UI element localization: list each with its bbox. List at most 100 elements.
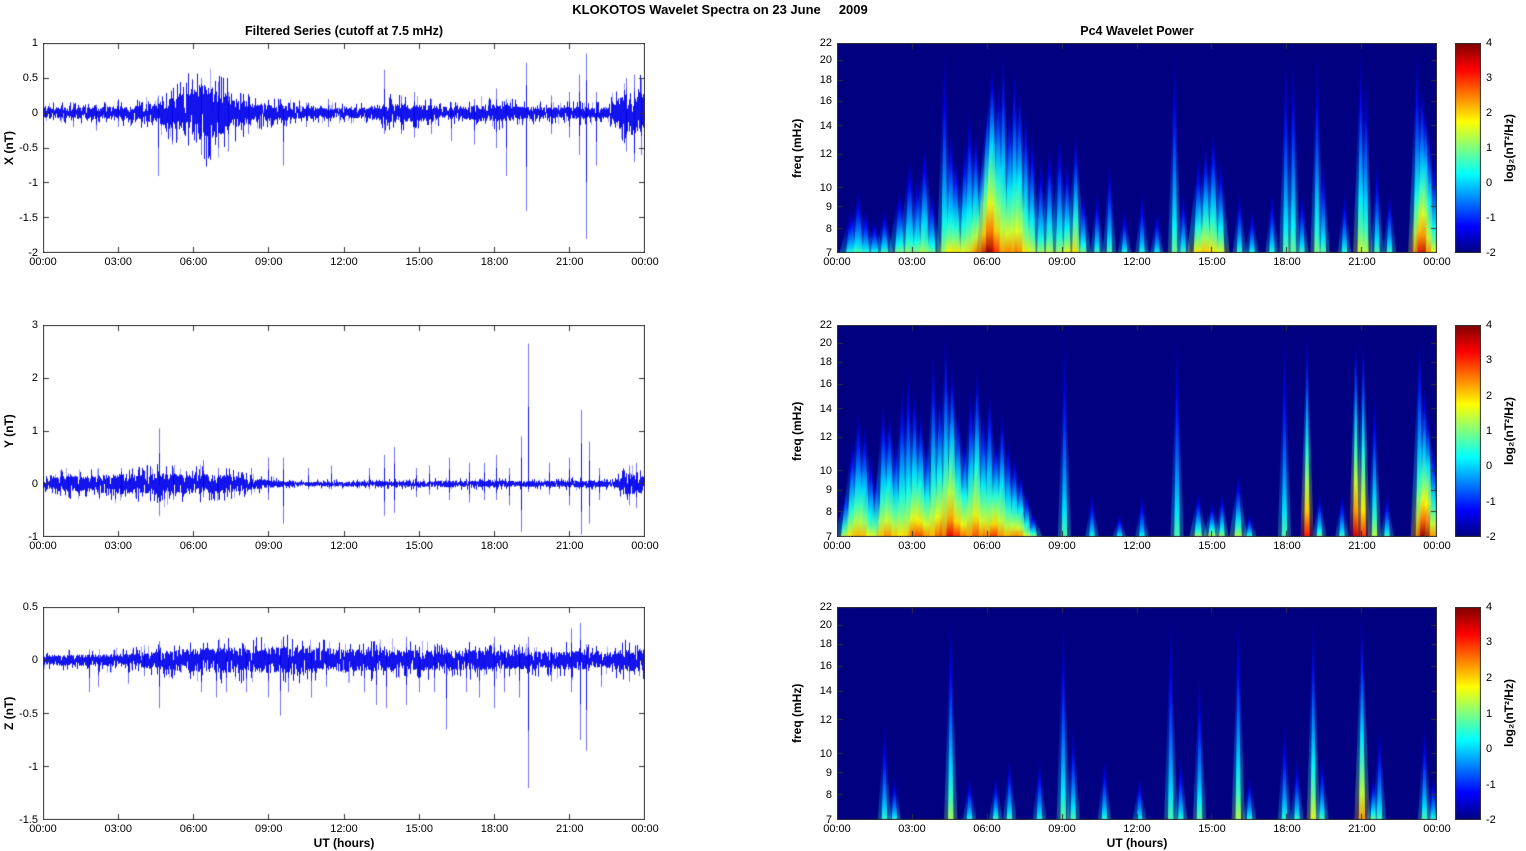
tick-label: -2 <box>1486 247 1496 259</box>
panel-z-wavelet-power: freq (mHz) UT (hours) 00:00 03:00 06:00 09:… <box>790 601 1451 850</box>
tick-label: 09:00 <box>254 540 283 552</box>
tick-label: -1 <box>28 531 38 543</box>
z-timeseries-canvas <box>43 607 645 820</box>
x-spectrogram-canvas <box>837 43 1437 253</box>
tick-label: 21:00 <box>555 540 584 552</box>
tick-label: 06:00 <box>973 540 1001 552</box>
tick-label: 7 <box>825 531 832 543</box>
tick-label: 14 <box>819 119 832 132</box>
tick-label: 20 <box>819 618 832 631</box>
tick-label: 10 <box>819 464 832 477</box>
tick-label: 00:00 <box>1423 823 1451 835</box>
tick-label: 10 <box>819 181 832 194</box>
tick-label: 21:00 <box>1348 823 1376 835</box>
tick-label: 21:00 <box>1348 540 1376 552</box>
tick-label: -1 <box>1486 495 1496 508</box>
tick-label: 15:00 <box>1198 823 1226 835</box>
tick-label: 1 <box>1486 707 1493 720</box>
tick-label: 0.5 <box>22 601 38 613</box>
tick-label: -1.5 <box>19 814 38 826</box>
tick-label: 12:00 <box>1123 540 1151 552</box>
tick-label: 00:00 <box>1423 256 1451 268</box>
tick-label: -1 <box>1486 778 1496 791</box>
tick-label: 22 <box>819 601 832 613</box>
tick-label: 18:00 <box>480 256 509 268</box>
tick-label: 18 <box>819 73 832 86</box>
tick-label: 0 <box>31 654 38 667</box>
y-axis-label-y: Y (nT) <box>2 414 16 448</box>
tick-label: 00:00 <box>823 256 851 268</box>
tick-label: 09:00 <box>254 256 283 268</box>
tick-label: 18 <box>819 638 832 651</box>
tick-label: 21:00 <box>555 823 584 835</box>
tick-label: 00:00 <box>631 540 659 552</box>
tick-label: 09:00 <box>1048 540 1076 552</box>
tick-label: 4 <box>1486 37 1493 49</box>
tick-label: 14 <box>819 685 832 698</box>
tick-label: 00:00 <box>823 823 851 835</box>
tick-label: 00:00 <box>1423 540 1451 552</box>
tick-label: -0.5 <box>19 707 38 720</box>
tick-label: -0.5 <box>19 142 38 154</box>
tick-label: 00:00 <box>29 256 57 268</box>
tick-label: 12 <box>819 431 832 444</box>
tick-label: -1 <box>28 176 38 189</box>
tick-label: 12:00 <box>330 540 358 552</box>
y-axis-label-z: Z (nT) <box>2 696 16 731</box>
tick-label: 15:00 <box>405 823 434 835</box>
tick-label: 18:00 <box>480 540 509 552</box>
tick-label: 12:00 <box>1123 823 1151 835</box>
x-axis-label-right: UT (hours) <box>1106 836 1168 850</box>
tick-label: 22 <box>819 319 832 331</box>
tick-label: 0 <box>1486 460 1493 473</box>
tick-label: 3 <box>1486 71 1493 84</box>
panel-y-filtered-series: Y (nT) 00:00 03:00 06:00 09:00 12:00 15:00 18:… <box>2 319 659 552</box>
y-timeseries-canvas <box>43 325 645 537</box>
tick-label: 20 <box>819 336 832 349</box>
tick-label: 2 <box>31 372 38 384</box>
tick-label: -2 <box>1486 531 1496 543</box>
tick-label: 9 <box>825 767 832 780</box>
colorbar-label-z: log₂(nT²/Hz) <box>1502 679 1516 748</box>
tick-label: 18:00 <box>480 823 509 835</box>
tick-label: 3 <box>31 319 38 331</box>
tick-label: 14 <box>819 402 832 415</box>
tick-label: 9 <box>825 484 832 497</box>
tick-label: 10 <box>819 747 832 760</box>
panel-x-filtered-series: Filtered Series (cutoff at 7.5 mHz) X (n… <box>2 24 659 268</box>
tick-label: 2 <box>1486 671 1493 684</box>
x-timeseries-canvas <box>43 43 645 253</box>
tick-label: 06:00 <box>973 256 1001 268</box>
tick-label: 0 <box>31 478 38 490</box>
tick-label: 15:00 <box>1198 256 1226 268</box>
tick-label: 12 <box>819 148 832 161</box>
freq-axis-label-z: freq (mHz) <box>790 683 804 744</box>
tick-label: 2 <box>1486 389 1493 402</box>
tick-label: 09:00 <box>1048 823 1076 835</box>
tick-label: 22 <box>819 37 832 49</box>
x-axis-label-left: UT (hours) <box>313 836 375 850</box>
panel-title-pc4-wavelet-power: Pc4 Wavelet Power <box>1080 24 1194 38</box>
tick-label: -2 <box>1486 814 1496 826</box>
tick-label: 1 <box>1486 142 1493 154</box>
tick-label: 18:00 <box>1273 823 1301 835</box>
tick-label: 12:00 <box>330 256 358 268</box>
tick-label: 8 <box>825 789 832 802</box>
figure-title: KLOKOTOS Wavelet Spectra on 23 June 2009 <box>572 2 868 17</box>
colorbar-gradient-y <box>1455 325 1481 537</box>
colorbar-y: log₂(nT²/Hz) 4 3 2 1 0 -1 -2 <box>1455 319 1516 543</box>
tick-label: 09:00 <box>1048 256 1076 268</box>
tick-label: 09:00 <box>254 823 283 835</box>
tick-label: 12 <box>819 713 832 726</box>
tick-label: 12:00 <box>330 823 358 835</box>
tick-label: 4 <box>1486 319 1493 331</box>
tick-label: 9 <box>825 200 832 213</box>
colorbar-x: log₂(nT²/Hz) 4 3 2 1 0 -1 -2 <box>1455 37 1516 259</box>
tick-label: 3 <box>1486 636 1493 649</box>
tick-label: 12:00 <box>1123 256 1151 268</box>
tick-label: 00:00 <box>29 823 57 835</box>
tick-label: 00:00 <box>631 256 659 268</box>
tick-label: 06:00 <box>179 823 208 835</box>
z-spectrogram-canvas <box>837 607 1437 820</box>
